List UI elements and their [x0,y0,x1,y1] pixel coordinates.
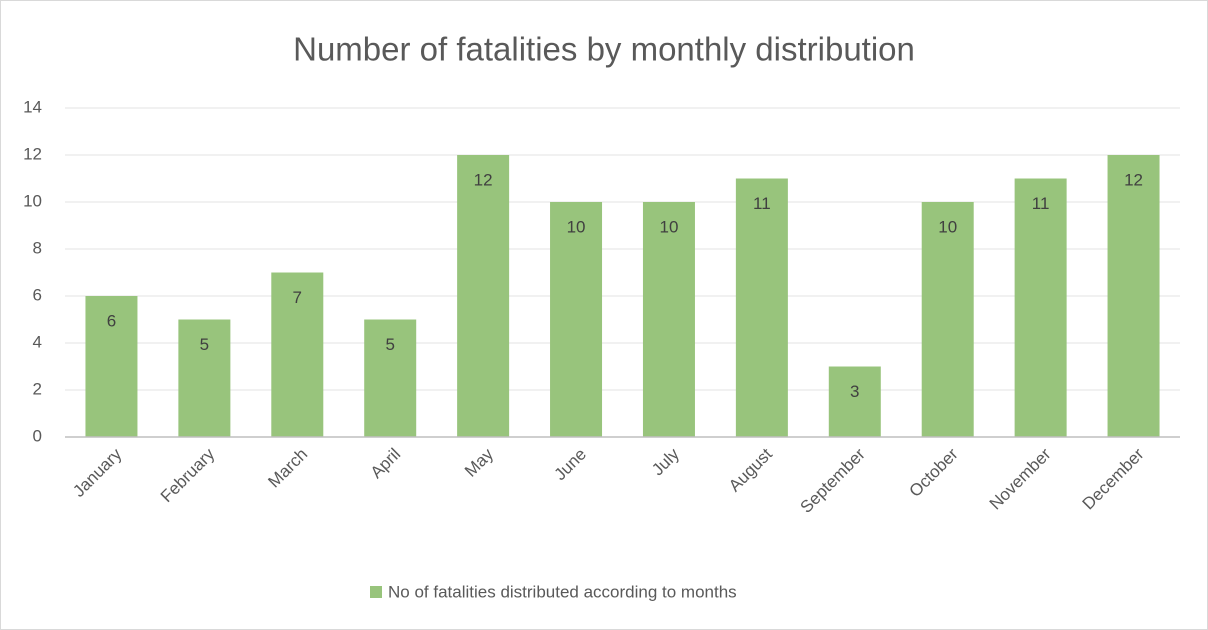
data-label: 12 [1124,170,1143,189]
data-label: 6 [107,311,116,330]
data-label: 7 [293,288,302,307]
legend-swatch [370,586,382,598]
data-label: 10 [938,217,957,236]
y-tick-label: 14 [23,97,42,116]
bar [921,202,974,437]
bar [642,202,695,437]
data-label: 5 [385,335,394,354]
y-tick-label: 12 [23,144,42,163]
data-label: 10 [567,217,586,236]
bar [271,272,324,437]
bar [735,178,788,437]
data-label: 11 [1032,194,1050,213]
y-tick-label: 2 [33,379,42,398]
data-label: 12 [474,170,493,189]
bar [1107,155,1160,437]
bar [457,155,510,437]
data-label: 10 [659,217,678,236]
bar [178,319,231,437]
data-label: 3 [850,382,859,401]
y-tick-label: 8 [33,238,42,257]
y-tick-label: 6 [33,285,42,304]
bar [828,366,881,437]
y-tick-label: 4 [33,332,42,351]
legend-label: No of fatalities distributed according t… [388,582,737,601]
data-label: 11 [753,194,771,213]
bar [1014,178,1067,437]
y-tick-label: 0 [33,426,42,445]
bar [85,296,138,437]
y-tick-label: 10 [23,191,42,210]
data-label: 5 [200,335,209,354]
chart-title: Number of fatalities by monthly distribu… [293,31,915,68]
bar [364,319,417,437]
bar [550,202,603,437]
